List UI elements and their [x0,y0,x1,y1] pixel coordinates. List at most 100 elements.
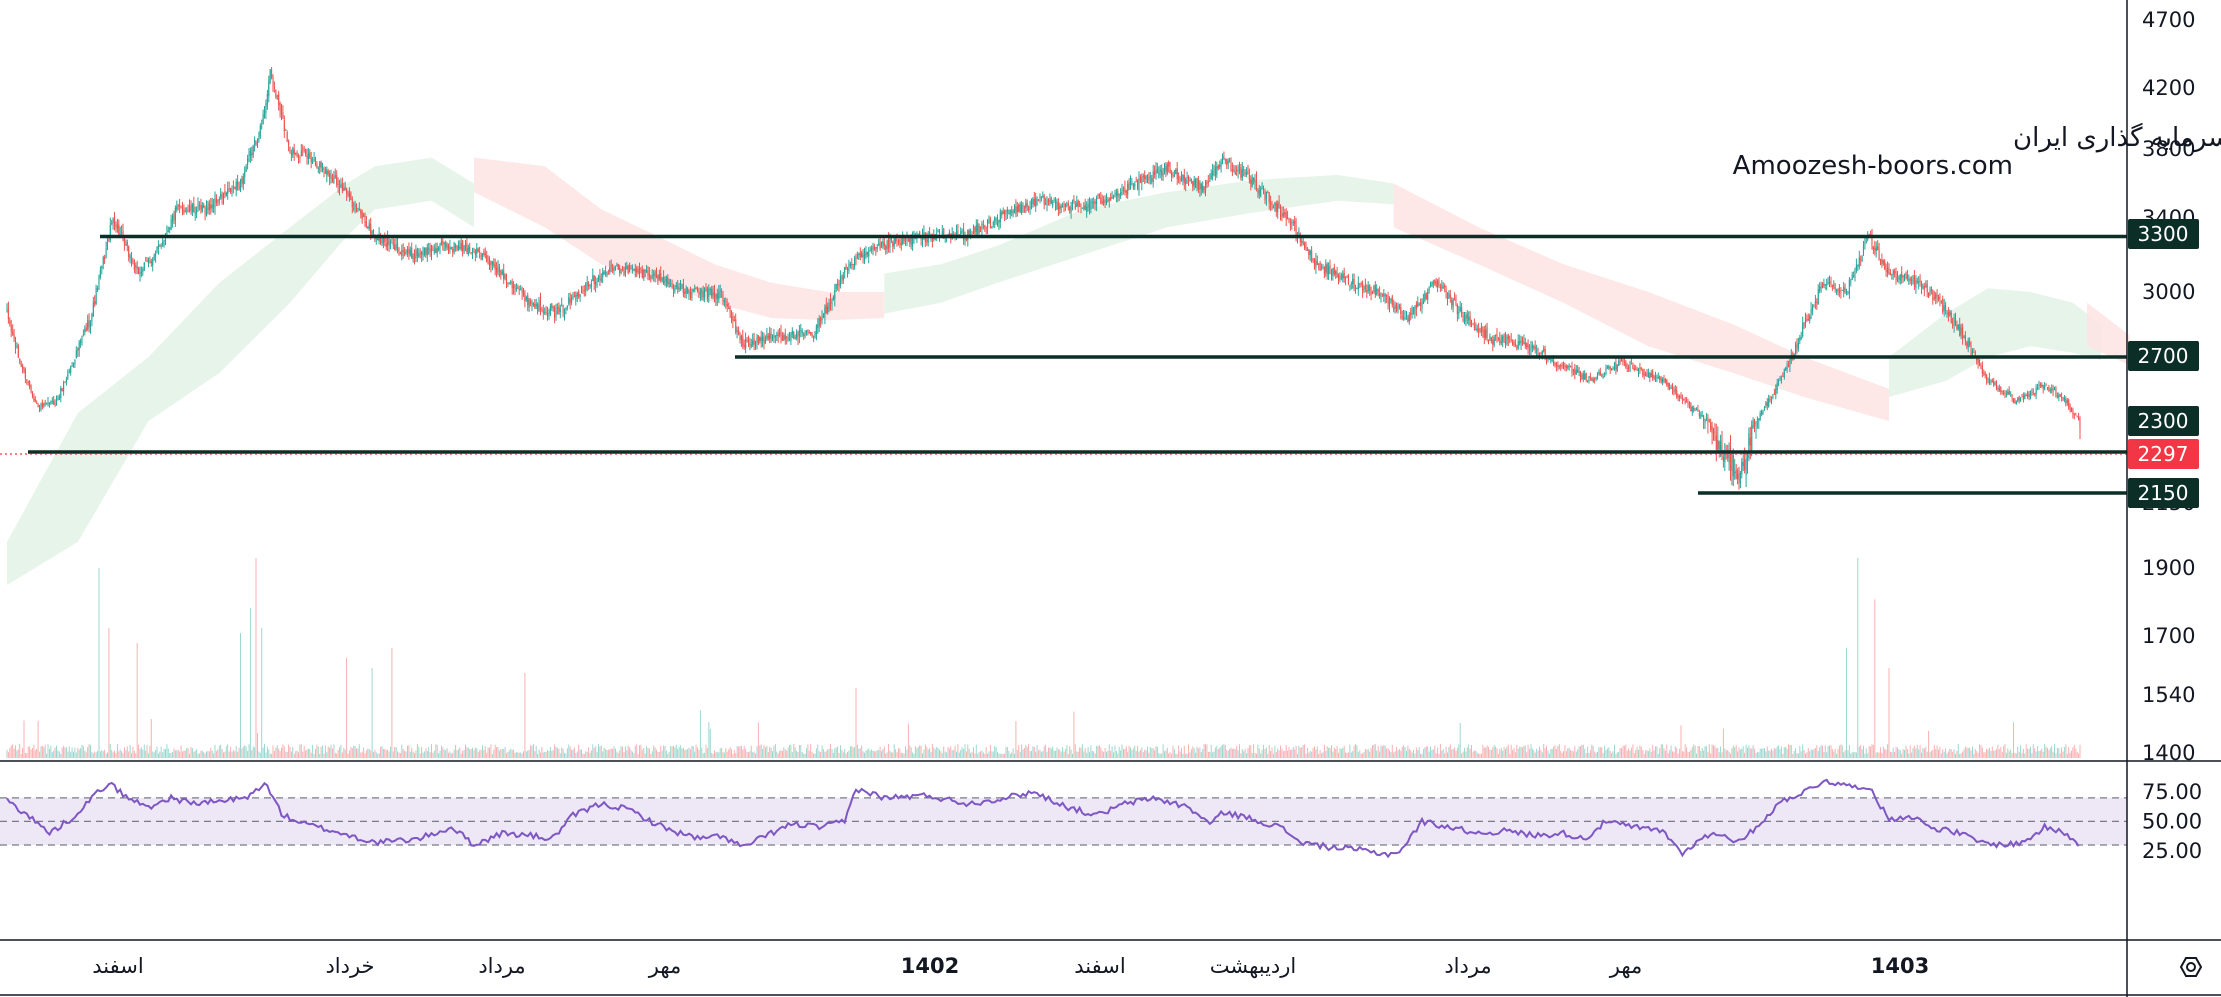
candle-body [466,243,468,253]
candle-body [204,208,206,215]
candle-body [1838,287,1841,293]
candle-body [135,265,137,268]
volume-bar [910,747,912,758]
candle-body [987,220,989,228]
volume-bar [881,751,882,758]
volume-bar [115,752,117,758]
volume-bar [772,751,773,758]
candle-body [1664,379,1666,382]
candle-body [367,226,369,228]
time-axis[interactable]: اسفند خرداد مرداد مهر 1402 اسفند اردیبهشت مرداد… [92,954,1929,978]
candle-body [1957,324,1959,330]
volume-bar [1635,750,1637,758]
candle-body [47,401,49,405]
volume-bar [405,751,407,758]
candle-body [654,271,656,277]
volume-bar [898,748,899,758]
volume-bar [1189,752,1191,758]
volume-bar [162,752,164,758]
candle-body [357,208,359,209]
volume-bar [315,749,316,758]
candle-body [2061,396,2063,398]
candle-body [1690,403,1692,412]
hexagon-gear-icon[interactable] [2179,957,2203,977]
candle-body [1819,286,1821,291]
volume-bar [2008,751,2010,758]
volume-bar [2022,749,2024,758]
candle-body [742,336,744,346]
volume-bar [370,750,372,758]
volume-bar [300,744,302,758]
candle-body [646,270,648,273]
candle-body [793,331,795,339]
candle-body [739,336,741,340]
candle-body [397,242,399,251]
volume-bar [926,746,928,758]
candle-body [505,277,508,283]
volume-bar [1165,750,1167,758]
candle-body [1217,165,1219,169]
candle-body [1234,172,1236,175]
candle-body [473,248,475,250]
volume-bar [29,746,31,758]
volume-bar [1533,750,1535,758]
candle-body [259,125,261,137]
candle-body [572,295,574,298]
volume-bar [1111,746,1113,758]
volume-bar [455,745,457,758]
volume-bar [416,744,418,758]
volume-bar [486,752,488,758]
volume-bar [357,748,359,758]
volume-bar [977,753,979,758]
candle-body [41,403,43,407]
candle-body [1214,167,1217,176]
watermark-line1: انجمن خبرگان سرمایه گذاری ایران [2013,122,2221,153]
candle-body [897,240,900,242]
volume-bar [821,745,823,758]
volume-bar [544,752,546,758]
volume-bar [1434,745,1436,758]
volume-bar [1057,749,1059,758]
volume-bar [646,746,648,758]
candle-body [1674,389,1676,392]
candle-body [559,307,561,313]
volume-bar [1490,749,1492,758]
candle-body [169,227,171,230]
volume-bar [1254,753,1256,758]
volume-bar [1691,747,1693,758]
candle-body [159,245,161,246]
volume-bar [671,746,673,758]
candle-body [1281,213,1283,217]
volume-bar [1996,749,1997,758]
volume-bar [1892,747,1894,758]
candle-body [1168,161,1170,167]
volume-bar [1902,749,1904,758]
candle-body [1667,383,1669,387]
candle-body [981,224,983,229]
candle-body [1679,395,1681,399]
candle-body [1439,287,1441,288]
volume-bar [1418,747,1420,758]
volume-bar [1097,746,1099,758]
candle-body [1115,192,1117,195]
candle-body [1756,419,1758,421]
candle-body [125,244,127,246]
candle-body [1137,179,1139,189]
volume-bar [439,750,441,758]
volume-bar [1817,750,1819,758]
volume-bar [1350,752,1352,758]
volume-bar [960,749,962,758]
volume-bar [1653,750,1655,758]
volume-bar [1547,750,1549,758]
price-axis[interactable]: 4700420038003400300027002300215019001700… [2142,8,2195,765]
candle-body [1347,275,1350,285]
volume-bar [1263,744,1264,758]
volume-bar [1762,748,1764,758]
volume-bar [384,749,386,758]
volume-bar [438,753,440,758]
volume-bar [1758,752,1760,758]
candle-body [497,265,499,275]
settings-button[interactable] [2179,957,2203,977]
